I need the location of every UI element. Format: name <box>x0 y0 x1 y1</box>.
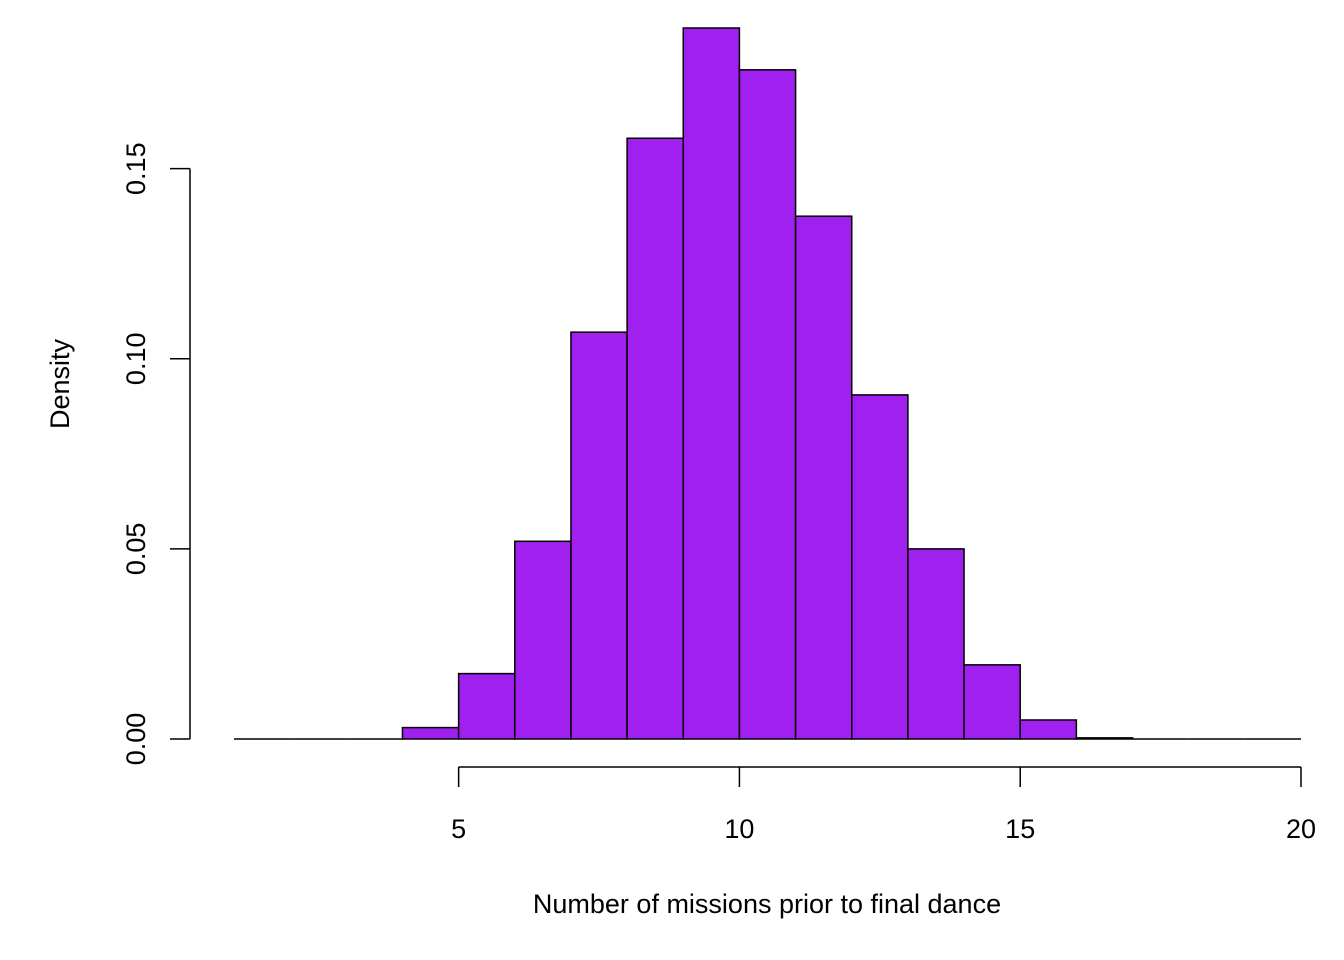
x-tick-label: 15 <box>1005 814 1035 844</box>
y-axis-title: Density <box>45 338 75 429</box>
x-axis: 5 10 15 20 <box>451 766 1316 844</box>
histogram-bar-5 <box>457 672 516 740</box>
x-tick-label: 10 <box>724 814 754 844</box>
histogram-bar-11 <box>794 215 853 740</box>
x-tick-label: 20 <box>1286 814 1316 844</box>
histogram-bars <box>234 27 1301 740</box>
x-axis-title: Number of missions prior to final dance <box>533 889 1001 919</box>
histogram-bar-15 <box>1019 719 1078 740</box>
histogram-bar-12 <box>850 394 909 740</box>
histogram-bar-4 <box>401 726 460 740</box>
histogram-bar-9 <box>682 27 741 740</box>
y-tick-label: 0.05 <box>121 523 151 576</box>
y-tick-label: 0.10 <box>121 333 151 386</box>
x-tick-label: 5 <box>451 814 466 844</box>
y-axis: 0.00 0.05 0.10 0.15 <box>121 142 191 766</box>
histogram-bar-13 <box>907 548 965 740</box>
histogram-bar-14 <box>963 664 1021 740</box>
histogram-bar-10 <box>738 69 797 740</box>
y-tick-label: 0.15 <box>121 142 151 195</box>
histogram-bar-16 <box>1075 737 1134 740</box>
histogram-bar-8 <box>626 137 685 740</box>
y-tick-label: 0.00 <box>121 713 151 766</box>
histogram-bar-7 <box>570 331 628 740</box>
histogram-bar-6 <box>514 540 572 740</box>
